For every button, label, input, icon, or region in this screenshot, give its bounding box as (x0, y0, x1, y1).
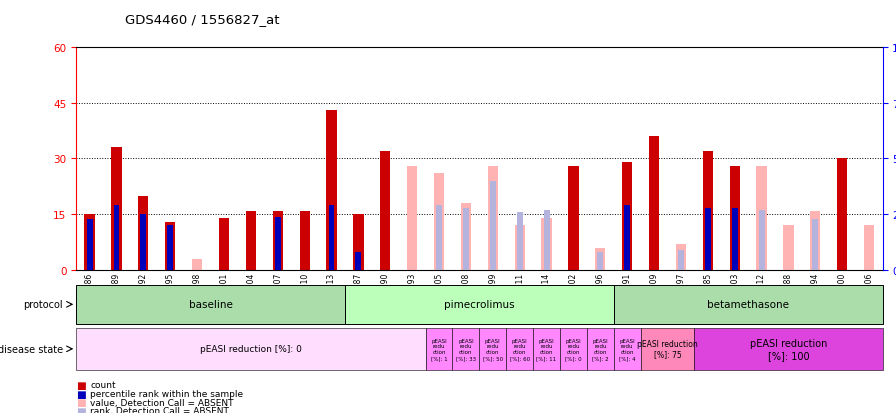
Text: ■: ■ (76, 380, 86, 390)
Text: pEASI
redu
ction
[%]: 4: pEASI redu ction [%]: 4 (619, 338, 635, 360)
Bar (756, 166, 767, 271)
Bar (76, 328, 426, 370)
Bar (568, 166, 579, 271)
Bar (864, 226, 874, 271)
Text: ■: ■ (76, 389, 86, 399)
Bar (436, 206, 442, 271)
Bar (625, 206, 630, 271)
Text: disease state: disease state (0, 344, 63, 354)
Bar (649, 137, 659, 271)
Bar (479, 328, 506, 370)
Bar (694, 328, 883, 370)
Bar (407, 166, 418, 271)
Bar (168, 226, 173, 271)
Bar (463, 208, 469, 271)
Bar (676, 244, 686, 271)
Bar (837, 159, 848, 271)
Bar (678, 250, 684, 271)
Bar (141, 215, 146, 271)
Bar (111, 148, 122, 271)
Bar (641, 328, 694, 370)
Text: count: count (90, 380, 116, 389)
Bar (614, 328, 641, 370)
Bar (87, 219, 92, 271)
Text: rank, Detection Call = ABSENT: rank, Detection Call = ABSENT (90, 406, 229, 413)
Text: ■: ■ (76, 397, 86, 407)
Text: pEASI reduction
[%]: 100: pEASI reduction [%]: 100 (750, 338, 827, 360)
Text: pEASI
redu
ction
[%]: 50: pEASI redu ction [%]: 50 (483, 338, 503, 360)
Bar (380, 152, 391, 271)
Bar (810, 211, 821, 271)
Bar (192, 259, 202, 271)
Bar (587, 328, 614, 370)
Bar (506, 328, 533, 370)
Bar (702, 152, 713, 271)
Bar (138, 196, 149, 271)
Text: betamethasone: betamethasone (707, 299, 789, 310)
Bar (299, 211, 310, 271)
Bar (533, 328, 560, 370)
Bar (514, 226, 525, 271)
Text: pEASI reduction
[%]: 75: pEASI reduction [%]: 75 (637, 339, 698, 358)
Bar (732, 208, 737, 271)
Bar (813, 219, 818, 271)
Bar (783, 226, 794, 271)
Text: percentile rank within the sample: percentile rank within the sample (90, 389, 244, 398)
Bar (544, 210, 549, 271)
Bar (487, 166, 498, 271)
Bar (165, 222, 176, 271)
Bar (729, 166, 740, 271)
Bar (326, 111, 337, 271)
Bar (272, 211, 283, 271)
Text: pEASI
redu
ction
[%]: 0: pEASI redu ction [%]: 0 (565, 338, 582, 360)
Bar (560, 328, 587, 370)
Text: pEASI
redu
ction
[%]: 11: pEASI redu ction [%]: 11 (537, 338, 556, 360)
Text: pimecrolimus: pimecrolimus (444, 299, 514, 310)
Bar (246, 211, 256, 271)
Bar (219, 218, 229, 271)
Bar (541, 218, 552, 271)
Bar (598, 253, 603, 271)
Text: pEASI reduction [%]: 0: pEASI reduction [%]: 0 (200, 344, 302, 354)
Text: pEASI
redu
ction
[%]: 1: pEASI redu ction [%]: 1 (431, 338, 447, 360)
Bar (759, 210, 764, 271)
Bar (345, 285, 614, 324)
Text: protocol: protocol (23, 299, 63, 310)
Text: GDS4460 / 1556827_at: GDS4460 / 1556827_at (125, 13, 280, 26)
Bar (622, 163, 633, 271)
Bar (356, 253, 361, 271)
Bar (275, 217, 280, 271)
Bar (517, 213, 522, 271)
Bar (490, 181, 495, 271)
Bar (329, 206, 334, 271)
Bar (434, 174, 444, 271)
Bar (614, 285, 883, 324)
Bar (114, 206, 119, 271)
Text: value, Detection Call = ABSENT: value, Detection Call = ABSENT (90, 398, 234, 407)
Bar (426, 328, 452, 370)
Text: pEASI
redu
ction
[%]: 2: pEASI redu ction [%]: 2 (592, 338, 608, 360)
Bar (353, 215, 364, 271)
Bar (705, 208, 711, 271)
Bar (84, 215, 95, 271)
Text: ■: ■ (76, 406, 86, 413)
Bar (76, 285, 345, 324)
Text: pEASI
redu
ction
[%]: 33: pEASI redu ction [%]: 33 (456, 338, 476, 360)
Bar (461, 204, 471, 271)
Text: pEASI
redu
ction
[%]: 60: pEASI redu ction [%]: 60 (510, 338, 530, 360)
Bar (452, 328, 479, 370)
Bar (595, 248, 606, 271)
Text: baseline: baseline (189, 299, 232, 310)
